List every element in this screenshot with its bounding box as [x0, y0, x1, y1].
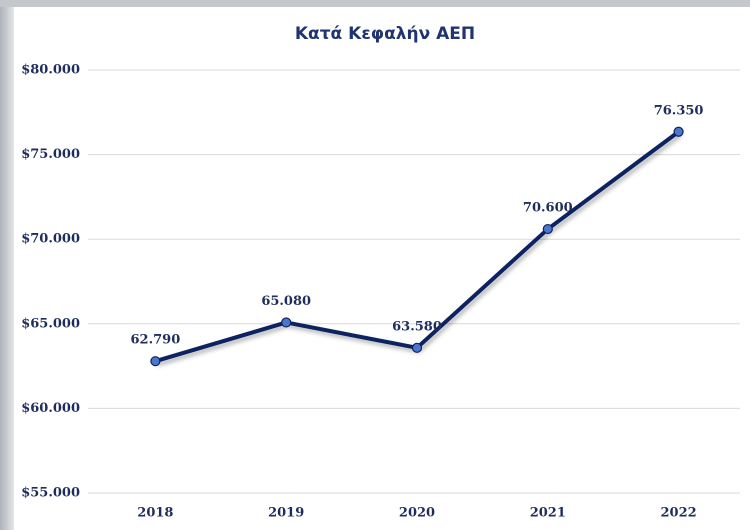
data-label: 70.600 [523, 201, 573, 216]
y-tick-label: $80.000 [21, 63, 80, 78]
data-label: 76.350 [654, 103, 704, 118]
marker [542, 223, 553, 235]
x-tick-label: 2020 [399, 506, 435, 521]
chart-title: Κατά Κεφαλήν ΑΕΠ [295, 24, 475, 44]
y-tick-label: $60.000 [21, 401, 80, 416]
data-label: 63.580 [392, 319, 442, 334]
x-tick-label: 2018 [137, 506, 173, 521]
chart-area [14, 7, 750, 530]
frame-top [0, 0, 750, 7]
marker [411, 342, 423, 353]
y-tick-label: $70.000 [21, 232, 80, 247]
marker [150, 356, 161, 367]
y-tick-label: $55.000 [21, 486, 80, 501]
y-tick-label: $75.000 [21, 147, 80, 162]
x-tick-label: 2019 [268, 506, 304, 521]
data-label: 65.080 [261, 294, 311, 309]
marker [281, 317, 292, 328]
marker [673, 126, 684, 137]
y-tick-label: $65.000 [21, 316, 80, 331]
frame-left [0, 0, 14, 530]
x-tick-label: 2022 [661, 506, 697, 521]
x-tick-label: 2021 [530, 506, 566, 521]
data-label: 62.790 [131, 333, 181, 348]
